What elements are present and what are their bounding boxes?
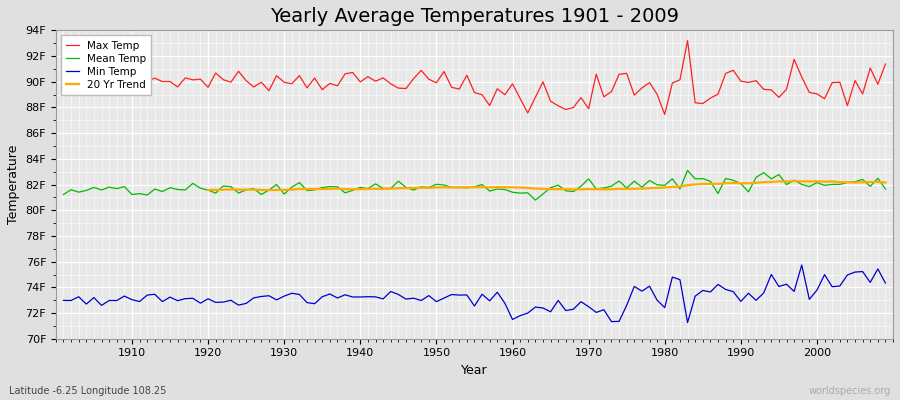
- Min Temp: [796, 262, 807, 267]
- Title: Yearly Average Temperatures 1901 - 2009: Yearly Average Temperatures 1901 - 2009: [270, 7, 679, 26]
- Mean Temp: [606, 184, 616, 188]
- 20 Yr Trend: [264, 188, 274, 192]
- Max Temp: [119, 74, 130, 78]
- Line: Mean Temp: Mean Temp: [64, 170, 886, 200]
- Mean Temp: [530, 198, 541, 202]
- 20 Yr Trend: [796, 179, 807, 184]
- 20 Yr Trend: [302, 187, 312, 192]
- Mean Temp: [682, 168, 693, 173]
- 20 Yr Trend: [202, 188, 213, 192]
- Line: Max Temp: Max Temp: [64, 40, 886, 114]
- Min Temp: [682, 320, 693, 325]
- Min Temp: [500, 301, 510, 306]
- Min Temp: [332, 296, 343, 300]
- Min Temp: [880, 281, 891, 286]
- Max Temp: [507, 82, 517, 86]
- Max Temp: [332, 84, 343, 88]
- Mean Temp: [880, 187, 891, 192]
- X-axis label: Year: Year: [461, 364, 488, 377]
- Legend: Max Temp, Mean Temp, Min Temp, 20 Yr Trend: Max Temp, Mean Temp, Min Temp, 20 Yr Tre…: [61, 36, 151, 95]
- Min Temp: [286, 291, 297, 296]
- Y-axis label: Temperature: Temperature: [7, 145, 20, 224]
- 20 Yr Trend: [682, 183, 693, 188]
- Min Temp: [58, 298, 69, 303]
- Mean Temp: [507, 190, 517, 195]
- Max Temp: [286, 81, 297, 86]
- Max Temp: [58, 70, 69, 75]
- Min Temp: [119, 294, 130, 298]
- Max Temp: [598, 94, 609, 99]
- Line: 20 Yr Trend: 20 Yr Trend: [208, 181, 886, 190]
- Mean Temp: [332, 184, 343, 189]
- Max Temp: [880, 62, 891, 66]
- 20 Yr Trend: [880, 180, 891, 185]
- Line: Min Temp: Min Temp: [64, 265, 886, 322]
- Max Temp: [660, 112, 670, 117]
- Max Temp: [682, 38, 693, 43]
- Mean Temp: [119, 184, 130, 189]
- 20 Yr Trend: [416, 185, 427, 190]
- 20 Yr Trend: [773, 179, 784, 184]
- Mean Temp: [286, 185, 297, 190]
- Min Temp: [598, 307, 609, 312]
- Max Temp: [500, 92, 510, 97]
- Min Temp: [507, 317, 517, 322]
- Mean Temp: [500, 187, 510, 192]
- Text: Latitude -6.25 Longitude 108.25: Latitude -6.25 Longitude 108.25: [9, 386, 166, 396]
- Text: worldspecies.org: worldspecies.org: [809, 386, 891, 396]
- 20 Yr Trend: [865, 180, 876, 184]
- 20 Yr Trend: [788, 179, 799, 184]
- Mean Temp: [58, 192, 69, 197]
